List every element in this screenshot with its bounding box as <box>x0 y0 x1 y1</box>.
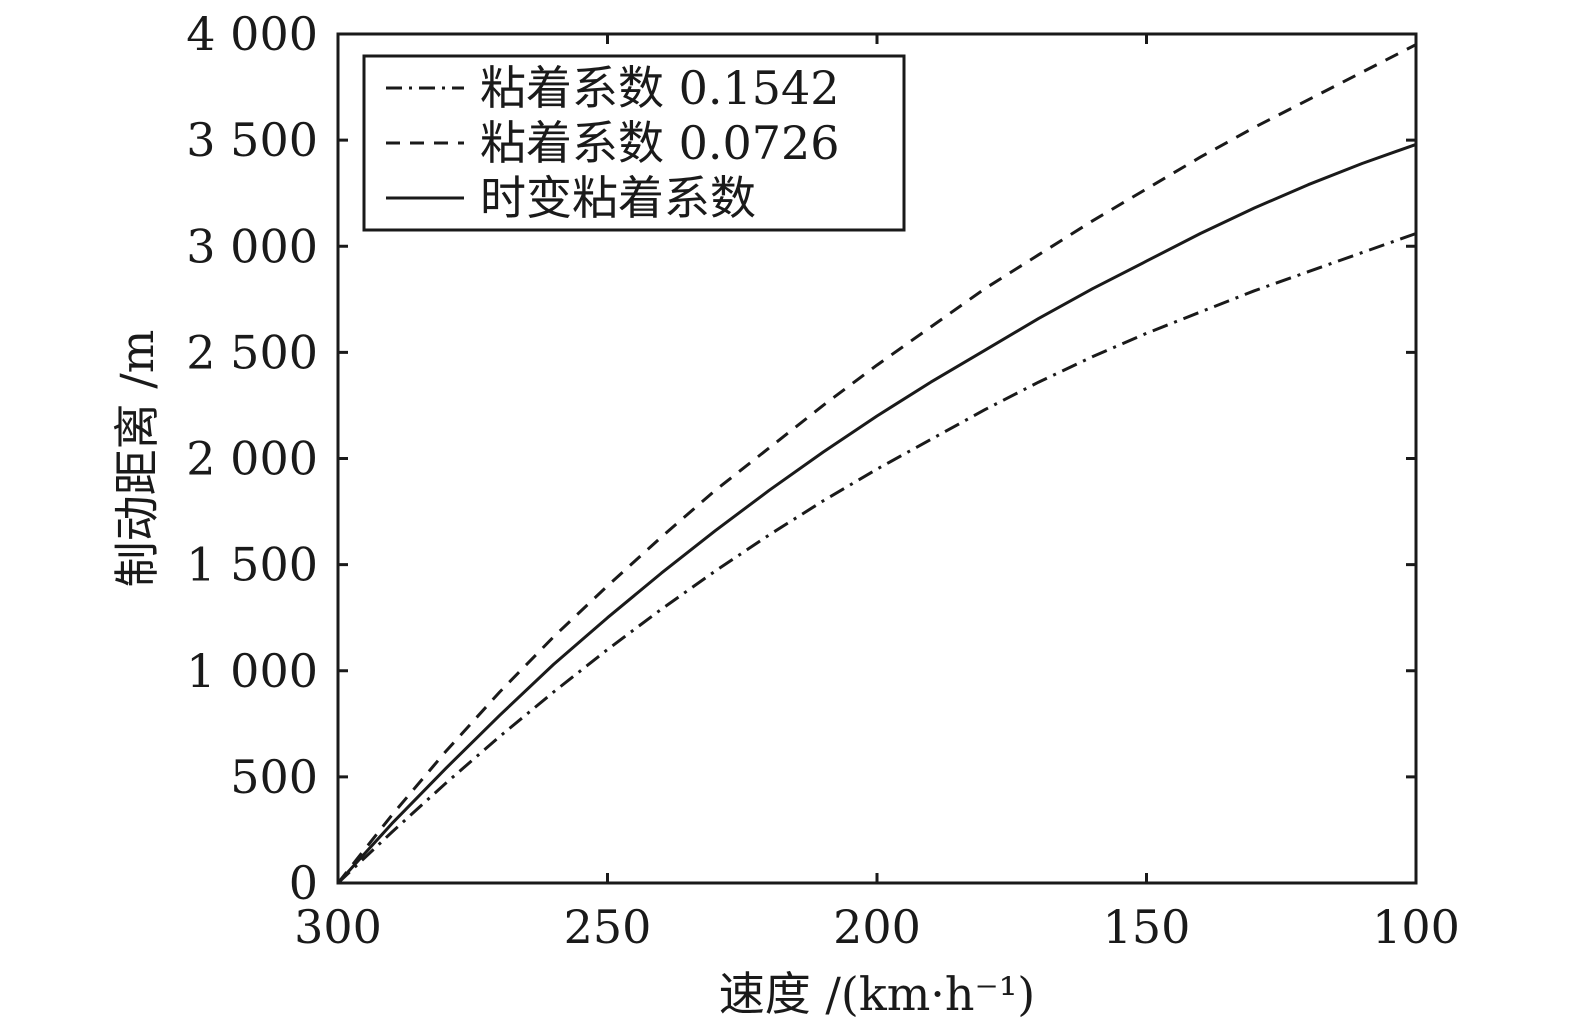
x-axis-title: 速度 /(km·h⁻¹) <box>719 967 1035 1021</box>
y-tick-label: 2 000 <box>186 432 318 486</box>
legend-label-2: 粘着系数 0.0726 <box>480 116 840 170</box>
y-axis-title: 制动距离 /m <box>110 330 164 588</box>
series-line-1 <box>336 232 1417 885</box>
x-tick-label: 200 <box>833 900 921 954</box>
y-tick-label: 500 <box>230 750 318 804</box>
x-tick-label: 100 <box>1372 900 1460 954</box>
x-tick-label: 300 <box>294 900 382 954</box>
plot-area <box>336 43 1417 885</box>
y-tick-label: 3 500 <box>186 113 318 167</box>
y-tick-label: 4 000 <box>186 7 318 61</box>
y-tick-label: 0 <box>289 856 318 910</box>
y-tick-label: 1 500 <box>186 538 318 592</box>
legend-label-1: 粘着系数 0.1542 <box>480 61 840 115</box>
legend-label-3: 时变粘着系数 <box>480 171 756 225</box>
series-line-2 <box>336 43 1417 884</box>
y-tick-label: 3 000 <box>186 219 318 273</box>
x-tick-label: 250 <box>564 900 652 954</box>
series-line-3 <box>336 142 1417 885</box>
y-tick-label: 1 000 <box>186 644 318 698</box>
y-tick-label: 2 500 <box>186 325 318 379</box>
legend-box <box>362 54 906 232</box>
x-tick-label: 150 <box>1103 900 1191 954</box>
